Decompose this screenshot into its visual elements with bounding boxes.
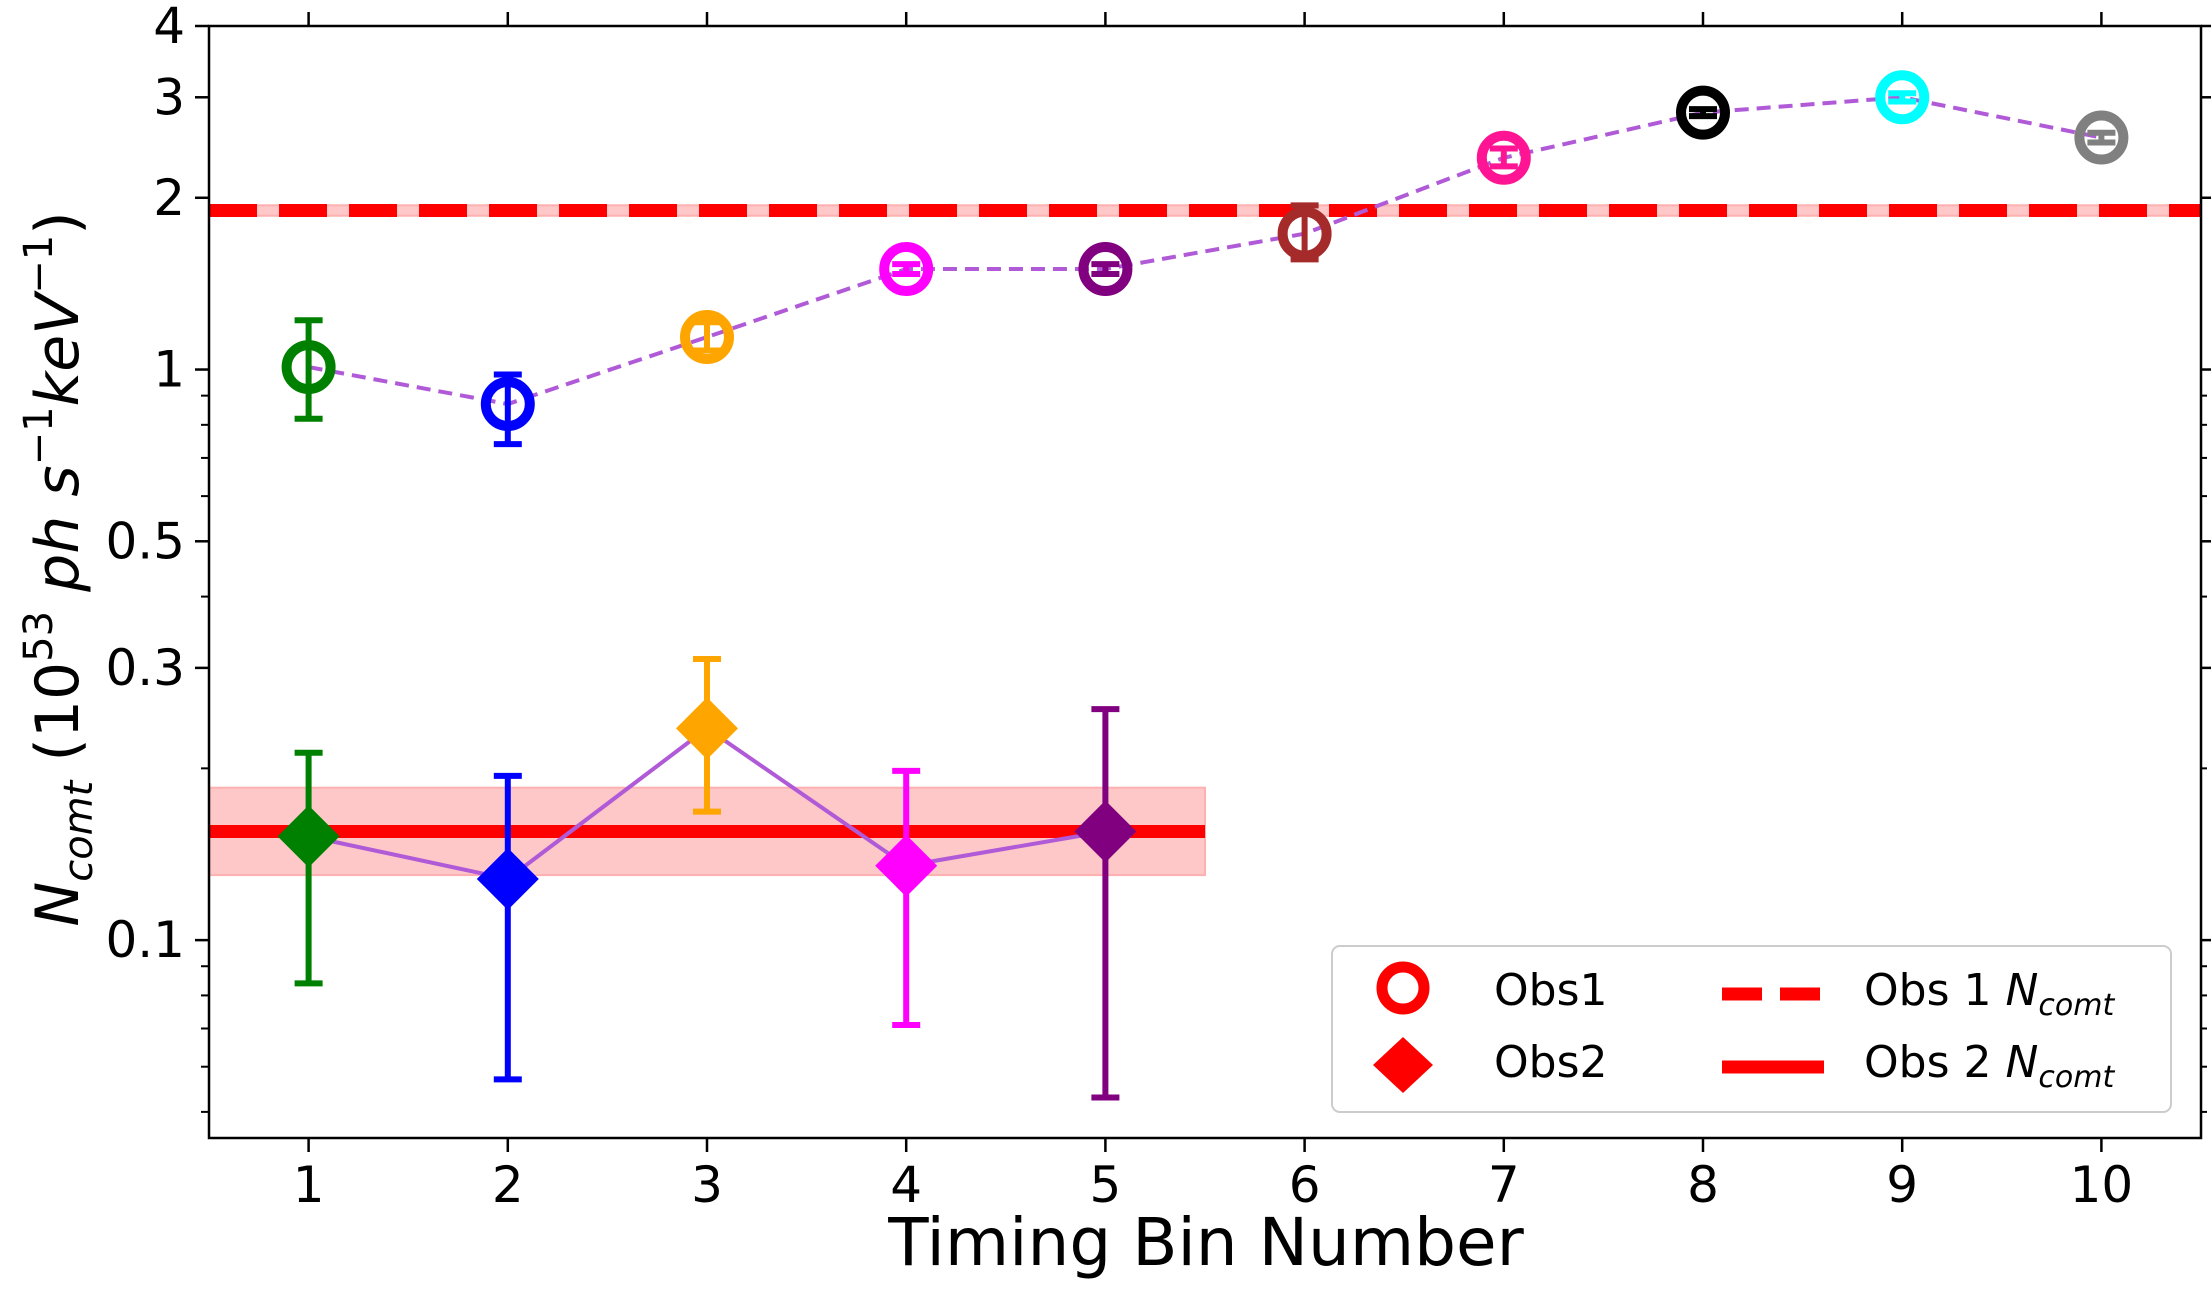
y-title-close: )	[23, 211, 93, 234]
legend-symbol-obs2	[1373, 1037, 1433, 1093]
errorbar-obs1-bin4	[892, 261, 921, 278]
marker-obs1-bin9	[1875, 70, 1930, 125]
x-tick-label: 6	[1289, 1156, 1321, 1214]
legend-label-obs1-ncomt-text: Obs 1	[1864, 965, 2005, 1016]
x-tick-label: 9	[1886, 1156, 1918, 1214]
marker-obs2-bin2	[476, 847, 539, 910]
marker-obs2-bin5	[1074, 800, 1137, 863]
x-tick-label: 5	[1089, 1156, 1121, 1214]
errorbar-obs1-bin9	[1888, 90, 1917, 105]
legend-frame	[1331, 945, 2172, 1113]
marker-obs1-bin6	[1277, 206, 1332, 261]
errorbar-obs2-bin4	[892, 767, 921, 1028]
marker-obs1-bin1	[281, 340, 336, 395]
marker-obs2-bin1	[277, 805, 340, 868]
legend-label-obs1-ncomt-math: N	[2005, 965, 2038, 1016]
x-axis-title: Timing Bin Number	[887, 1204, 1524, 1281]
y-tick-label: 3	[153, 68, 185, 126]
plot-frame	[207, 24, 2203, 1140]
x-tick-label: 8	[1687, 1156, 1719, 1214]
y-tick-label: 4	[153, 0, 185, 55]
y-title-unit-kev-exp: −1	[16, 235, 62, 294]
y-title-unit-s-exp: −1	[16, 406, 62, 465]
error-bars	[294, 90, 2116, 1101]
legend-label-obs2-ncomt-math: N	[2005, 1037, 2038, 1088]
y-tick-label: 0.5	[105, 512, 185, 570]
errorbar-obs1-bin5	[1091, 261, 1120, 278]
y-title-unit-kev: keV	[23, 290, 93, 407]
x-tick-label: 7	[1488, 1156, 1520, 1214]
x-tick-label: 1	[293, 1156, 325, 1214]
legend: Obs1 Obs2 Obs 1 Ncomt Obs 2 Ncomt	[1331, 945, 2172, 1113]
data-markers	[277, 70, 2129, 910]
x-tick-label: 10	[2070, 1156, 2134, 1214]
errorbar-obs1-bin10	[2087, 129, 2116, 146]
legend-label-obs1: Obs1	[1494, 965, 1607, 1016]
marker-obs1-bin2	[480, 377, 535, 432]
marker-obs1-bin7	[1476, 130, 1531, 185]
errorbar-obs2-bin2	[493, 772, 522, 1083]
marker-obs2-bin3	[676, 697, 738, 760]
marker-obs1-bin4	[879, 242, 934, 297]
legend-symbol-obs1	[1376, 961, 1430, 1015]
x-tick-label: 2	[492, 1156, 524, 1214]
axes	[207, 24, 2203, 1140]
y-title-base: (10	[23, 662, 93, 781]
legend-label-obs2-ncomt-text: Obs 2	[1864, 1037, 2005, 1088]
marker-obs2-bin4	[875, 834, 938, 897]
legend-label-obs1-ncomt: Obs 1 Ncomt	[1864, 965, 2115, 1023]
y-tick-label: 0.3	[105, 639, 185, 697]
legend-label-obs1-ncomt-sub: comt	[2038, 988, 2115, 1023]
marker-obs1-bin8	[1676, 85, 1730, 140]
y-title-symbol-sub: comt	[56, 779, 102, 881]
y-tick-label: 2	[153, 169, 185, 227]
y-title-symbol: N	[23, 882, 93, 927]
y-title-unit-ph: ph s	[23, 465, 93, 611]
ticks: 1 2 3 4 5 6 7 8 9 10 0.1 0.3 0.5 1 2 3 4	[105, 0, 2211, 1214]
legend-label-obs2-ncomt: Obs 2 Ncomt	[1864, 1037, 2115, 1095]
x-tick-label: 4	[890, 1156, 922, 1214]
marker-obs1-bin5	[1078, 242, 1133, 297]
errorbar-obs1-bin7	[1489, 145, 1518, 170]
y-axis-title: Ncomt (1053 ph s−1keV−1)	[16, 211, 102, 926]
errorbar-obs1-bin1	[294, 317, 323, 422]
connector-obs1	[308, 95, 2102, 407]
marker-obs1-bin10	[2074, 110, 2129, 165]
errorbar-obs2-bin5	[1091, 706, 1120, 1101]
reference-lines	[209, 203, 2201, 839]
marker-obs1-bin3	[680, 310, 734, 365]
errorbar-obs1-bin8	[1689, 106, 1717, 120]
errorbar-obs2-bin1	[294, 749, 323, 987]
legend-label-obs2-ncomt-sub: comt	[2038, 1060, 2115, 1095]
y-tick-label: 0.1	[105, 911, 185, 969]
legend-label-obs2: Obs2	[1494, 1037, 1607, 1088]
x-tick-label: 3	[691, 1156, 723, 1214]
y-tick-label: 1	[153, 341, 185, 399]
y-title-base-exp: 53	[16, 611, 62, 662]
